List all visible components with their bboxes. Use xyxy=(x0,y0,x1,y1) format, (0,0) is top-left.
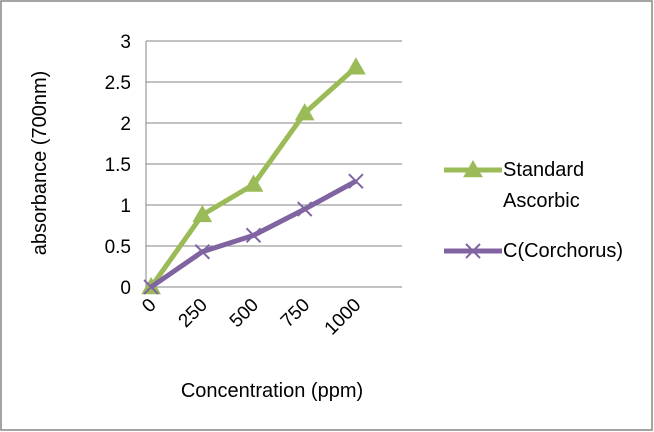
legend-label: C(Corchorus) xyxy=(503,240,623,262)
legend-label: Standard xyxy=(503,159,584,181)
data-point xyxy=(346,57,366,75)
data-point xyxy=(294,103,315,121)
data-point xyxy=(143,279,159,295)
y-tick-label: 1.5 xyxy=(105,155,131,176)
legend-label: Ascorbic xyxy=(503,190,580,212)
y-tick-labels: 0 0.5 1 1.5 2 2.5 3 xyxy=(105,32,131,299)
data-point xyxy=(465,243,481,259)
y-tick-label: 0.5 xyxy=(105,237,131,258)
y-axis-title: absorbance (700nm) xyxy=(29,71,51,256)
data-point xyxy=(348,173,364,189)
y-tick-label: 0 xyxy=(120,278,131,299)
axes xyxy=(145,41,402,288)
data-point xyxy=(245,227,262,244)
gridlines xyxy=(146,40,402,247)
data-point xyxy=(297,201,313,217)
legend: Standard Ascorbic C(Corchorus) xyxy=(444,159,623,262)
data-point xyxy=(192,204,213,223)
data-point xyxy=(194,244,211,260)
y-tick-label: 3 xyxy=(120,32,131,53)
y-tick-label: 2.5 xyxy=(105,73,131,94)
y-tick-label: 1 xyxy=(120,196,131,217)
x-axis-title: Concentration (ppm) xyxy=(181,380,363,402)
data-point xyxy=(243,174,264,192)
series xyxy=(141,57,366,295)
y-tick-label: 2 xyxy=(120,114,131,135)
data-point xyxy=(463,159,483,178)
